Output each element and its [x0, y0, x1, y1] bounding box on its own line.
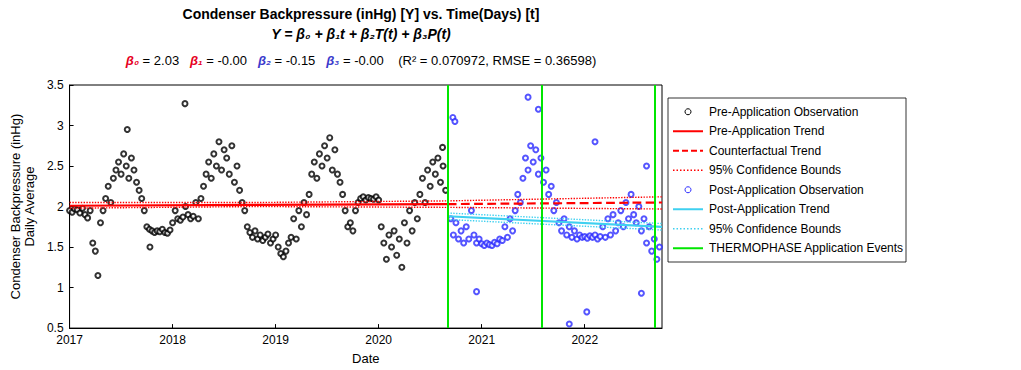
- svg-text:1: 1: [57, 281, 64, 295]
- svg-text:0.5: 0.5: [46, 321, 64, 336]
- svg-text:Pre-Application Observation: Pre-Application Observation: [709, 105, 858, 119]
- svg-text:2: 2: [57, 200, 64, 214]
- svg-text:β₁: β₁: [189, 53, 203, 68]
- svg-text:Condenser Backpressure (inHg): Condenser Backpressure (inHg): [8, 114, 23, 300]
- svg-text:Date: Date: [352, 351, 379, 366]
- svg-text:= -0.15: = -0.15: [271, 53, 326, 68]
- svg-text:= 2.03: = 2.03: [139, 53, 190, 68]
- svg-text:95% Confidence Bounds: 95% Confidence Bounds: [709, 222, 841, 236]
- svg-text:β₀: β₀: [125, 53, 139, 68]
- svg-text:= -0.00 (R² = 0.070972, RMS: = -0.00 (R² = 0.070972, RMSE = 0.36598): [339, 53, 596, 68]
- svg-text:β₃: β₃: [325, 53, 339, 68]
- svg-text:95% Confidence Bounds: 95% Confidence Bounds: [709, 163, 841, 177]
- svg-text:Post-Application Observation: Post-Application Observation: [709, 183, 864, 197]
- svg-text:2019: 2019: [262, 333, 289, 347]
- svg-text:Condenser Backpressure (inHg): Condenser Backpressure (inHg) [Y] vs. Ti…: [183, 6, 540, 22]
- svg-text:Daily Average: Daily Average: [22, 167, 37, 247]
- svg-text:3: 3: [57, 119, 64, 133]
- svg-text:2022: 2022: [571, 333, 598, 347]
- svg-text:2020: 2020: [365, 333, 392, 347]
- svg-text:2.5: 2.5: [47, 159, 64, 173]
- svg-text:Post-Application Trend: Post-Application Trend: [709, 202, 830, 216]
- svg-text:THERMOPHASE Application Events: THERMOPHASE Application Events: [709, 241, 903, 255]
- svg-text:= -0.00: = -0.00: [203, 53, 258, 68]
- svg-text:1.5: 1.5: [47, 240, 64, 254]
- svg-text:2017: 2017: [56, 333, 83, 347]
- svg-text:β₂: β₂: [257, 53, 271, 68]
- svg-text:Y = β₀ + β₁t + β₂T(t) + β₃P(t): Y = β₀ + β₁t + β₂T(t) + β₃P(t): [271, 26, 451, 42]
- svg-text:Counterfactual Trend: Counterfactual Trend: [709, 144, 821, 158]
- svg-text:2018: 2018: [159, 333, 186, 347]
- svg-text:2021: 2021: [468, 333, 495, 347]
- svg-text:3.5: 3.5: [47, 78, 64, 92]
- svg-text:Pre-Application Trend: Pre-Application Trend: [709, 124, 824, 138]
